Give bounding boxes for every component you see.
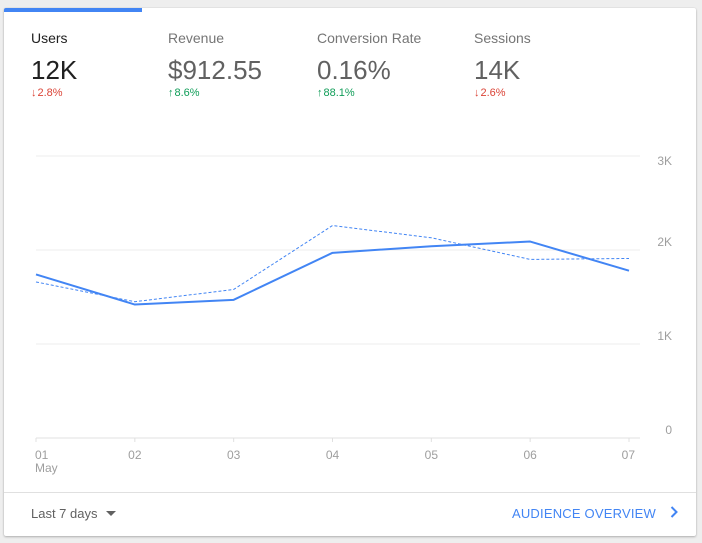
x-tick-label: 03: [227, 448, 241, 462]
y-tick-label: 0: [665, 423, 672, 437]
x-tick-label: 02: [128, 448, 142, 462]
tab-label: Users: [31, 30, 68, 46]
x-sub-label: May: [35, 461, 58, 475]
x-tick-label: 07: [622, 448, 636, 462]
tab-sessions[interactable]: Sessions 14K ↓2.6%: [474, 28, 531, 100]
y-tick-label: 2K: [657, 235, 672, 249]
tab-label: Revenue: [168, 30, 225, 46]
audience-overview-label: AUDIENCE OVERVIEW: [511, 506, 656, 521]
change-value: 2.6%: [480, 87, 506, 99]
tab-label: Sessions: [474, 30, 531, 46]
tab-users[interactable]: Users 12K ↓2.8%: [31, 28, 77, 100]
y-tick-label: 1K: [657, 329, 672, 343]
audience-overview-link[interactable]: AUDIENCE OVERVIEW: [512, 506, 678, 522]
line-chart: 0 1K 2K 3K 01 02 03 04 05 06 07 May: [35, 154, 672, 475]
tab-value: $912.55: [168, 55, 262, 85]
tab-change: ↓2.8%: [31, 86, 77, 100]
tab-label: Conversion Rate: [317, 30, 422, 46]
tab-change: ↑8.6%: [168, 86, 262, 100]
x-tick-label: 04: [326, 448, 340, 462]
arrow-down-icon: ↓: [31, 87, 37, 99]
card-footer: Last 7 days AUDIENCE OVERVIEW: [4, 492, 696, 536]
arrow-up-icon: ↑: [168, 87, 174, 99]
date-range-label: Last 7 days: [31, 506, 98, 521]
change-value: 8.6%: [174, 87, 200, 99]
x-tick-label: 05: [425, 448, 439, 462]
arrow-down-icon: ↓: [474, 87, 480, 99]
caret-down-icon: [105, 511, 116, 517]
change-value: 2.8%: [37, 87, 63, 99]
tab-change: ↓2.6%: [474, 86, 531, 100]
primary-series-line: [35, 240, 630, 306]
tab-value: 0.16%: [317, 55, 391, 85]
tab-conversion-rate[interactable]: Conversion Rate 0.16% ↑88.1%: [317, 28, 421, 100]
date-range-dropdown[interactable]: Last 7 days: [31, 506, 116, 521]
comparison-series-line: [35, 225, 630, 303]
tab-change: ↑88.1%: [317, 86, 421, 100]
tab-value: 14K: [474, 55, 521, 85]
chevron-right-icon: [670, 506, 678, 521]
change-value: 88.1%: [323, 87, 355, 99]
tab-value: 12K: [31, 55, 78, 85]
tab-revenue[interactable]: Revenue $912.55 ↑8.6%: [168, 28, 262, 100]
active-tab-indicator: [4, 8, 142, 12]
y-tick-label: 3K: [657, 154, 672, 168]
x-tick-label: 06: [523, 448, 537, 462]
audience-card: Users 12K ↓2.8% Revenue $912.55 ↑8.6% Co…: [4, 8, 696, 536]
x-tick-label: 01: [35, 448, 49, 462]
arrow-up-icon: ↑: [317, 87, 323, 99]
